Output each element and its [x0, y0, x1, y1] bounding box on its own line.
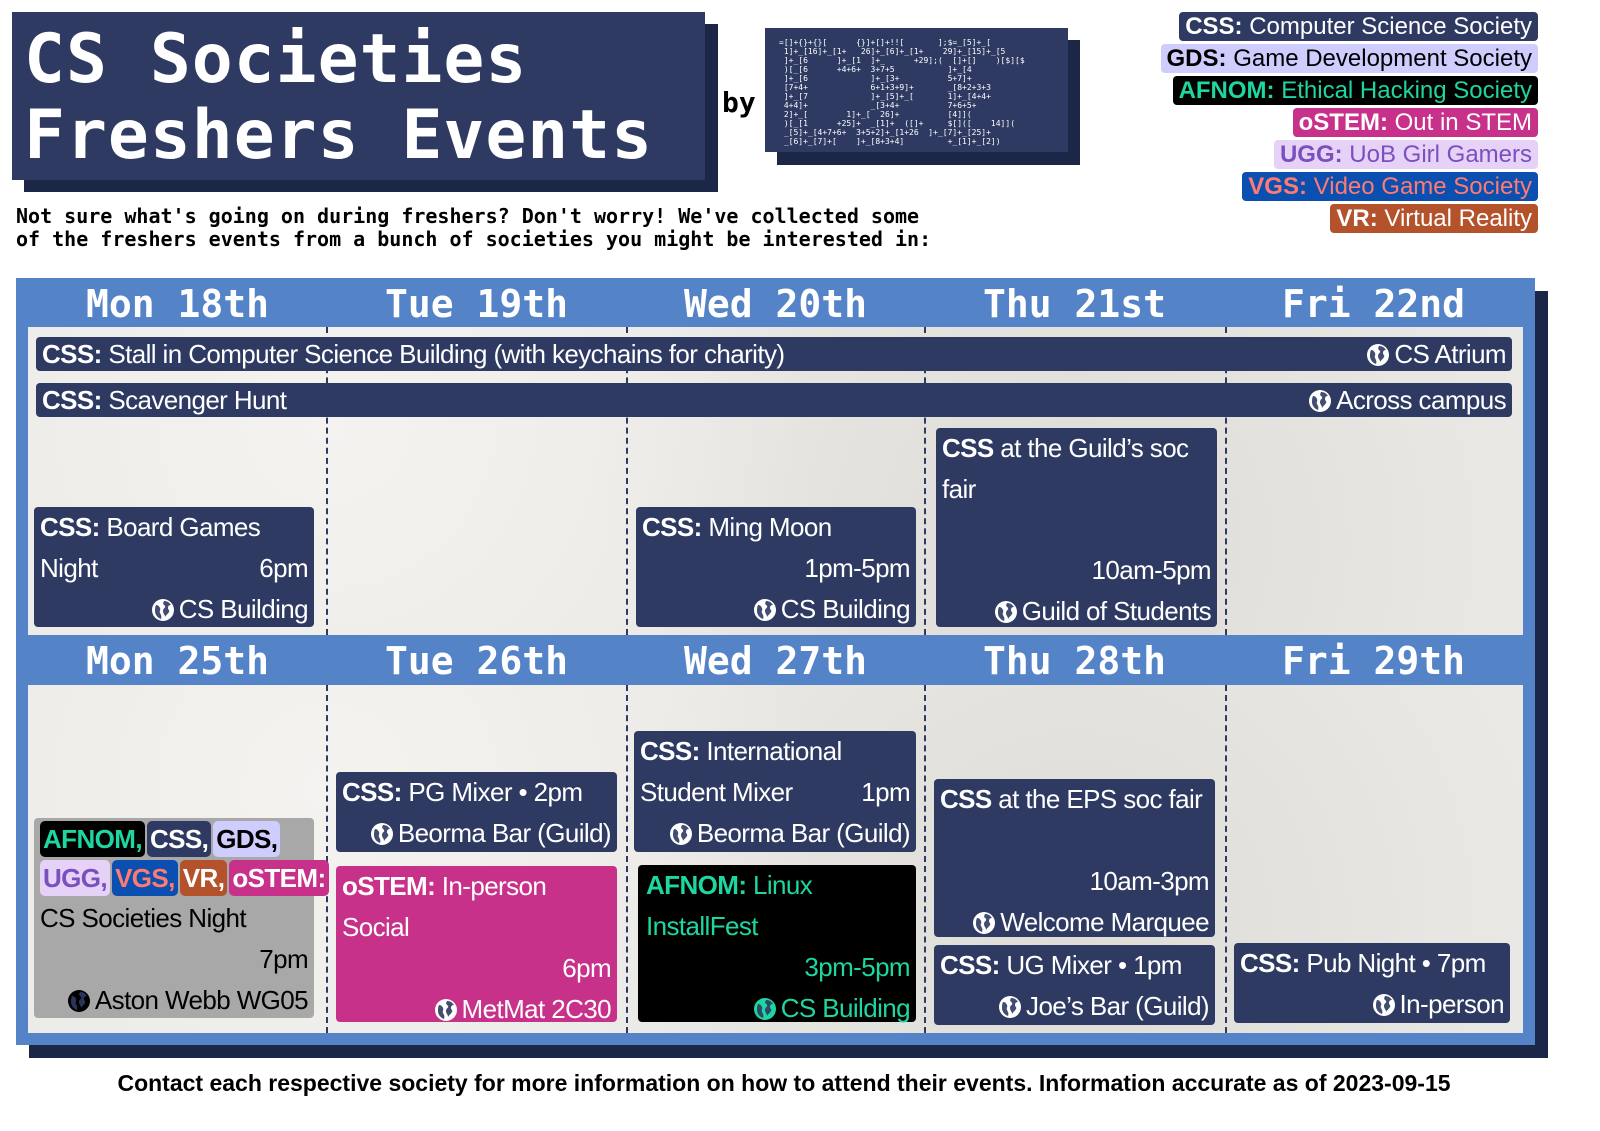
society-legend: CSS: Computer Science Society GDS: Game …: [1160, 12, 1538, 233]
globe-icon: [1308, 389, 1332, 413]
legend-ugg: UGG: UoB Girl Gamers: [1273, 140, 1538, 169]
legend-css: CSS: Computer Science Society: [1179, 12, 1538, 41]
day-header: Fri 29th: [1281, 639, 1466, 683]
event-pub-night[interactable]: CSS: Pub Night • 7pm In-person: [1234, 943, 1510, 1023]
globe-icon: [753, 598, 777, 622]
week1-header: Mon 18th Tue 19th Wed 20th Thu 21st Fri 22nd: [28, 280, 1523, 328]
globe-icon: [1372, 993, 1396, 1017]
globe-icon: [1366, 343, 1390, 367]
footer-note: Contact each respective society for more…: [117, 1070, 1451, 1096]
event-pg-mixer[interactable]: CSS: PG Mixer • 2pm Beorma Bar (Guild): [336, 772, 617, 852]
globe-icon: [434, 998, 458, 1022]
globe-icon: [994, 600, 1018, 624]
week2-header: Mon 25th Tue 26th Wed 27th Thu 28th Fri 29th: [28, 637, 1523, 685]
legend-afnom: AFNOM: Ethical Hacking Society: [1172, 76, 1538, 105]
event-ming-moon[interactable]: CSS: Ming Moon 1pm-5pm CS Building: [636, 507, 916, 627]
globe-icon: [972, 911, 996, 935]
globe-icon: [669, 822, 693, 846]
day-header: Tue 19th: [384, 282, 569, 326]
day-header: Mon 25th: [85, 639, 270, 683]
event-scavenger-hunt[interactable]: CSS: Scavenger Hunt Across campus: [36, 383, 1512, 417]
day-header: Fri 22nd: [1281, 282, 1466, 326]
event-international-mixer[interactable]: CSS: International Student Mixer 1pm Beor…: [634, 731, 916, 852]
event-linux-installfest[interactable]: AFNOM: Linux InstallFest 3pm-5pm CS Buil…: [638, 865, 916, 1023]
event-stall[interactable]: CSS: Stall in Computer Science Building …: [36, 337, 1512, 371]
globe-icon: [753, 997, 777, 1021]
event-guild-soc-fair[interactable]: CSS at the Guild’s soc fair 10am-5pm Gui…: [936, 428, 1217, 627]
day-header: Thu 21st: [982, 282, 1167, 326]
legend-vr: VR: Virtual Reality: [1330, 204, 1538, 233]
event-ug-mixer[interactable]: CSS: UG Mixer • 1pm Joe’s Bar (Guild): [934, 945, 1215, 1025]
event-eps-soc-fair[interactable]: CSS at the EPS soc fair 10am-3pm Welcome…: [934, 779, 1215, 937]
day-header: Wed 27th: [683, 639, 868, 683]
globe-icon: [151, 598, 175, 622]
globe-icon: [67, 989, 91, 1013]
day-header: Thu 28th: [982, 639, 1167, 683]
css-logo: =[]+{}+{}[ {}]+[]+!![ ];$=_[5]+_[ 1]+_[1…: [765, 28, 1068, 152]
legend-ostem: oSTEM: Out in STEM: [1292, 108, 1538, 137]
day-header: Tue 26th: [384, 639, 569, 683]
intro-text: Not sure what's going on during freshers…: [16, 204, 932, 251]
globe-icon: [370, 822, 394, 846]
legend-gds: GDS: Game Development Society: [1160, 44, 1538, 73]
day-header: Mon 18th: [85, 282, 270, 326]
page-title: CS Societies Freshers Events: [12, 12, 705, 180]
event-board-games[interactable]: CSS: Board Games Night 6pm CS Building: [34, 507, 314, 627]
by-label: by: [722, 86, 756, 119]
globe-icon: [998, 995, 1022, 1019]
day-header: Wed 20th: [683, 282, 868, 326]
event-ostem-social[interactable]: oSTEM: In-person Social 6pm MetMat 2C30: [336, 866, 617, 1024]
legend-vgs: VGS: Video Game Society: [1242, 172, 1538, 201]
event-cs-societies-night[interactable]: AFNOM, CSS, GDS, UGG, VGS, VR, oSTEM: CS Soci…: [34, 818, 329, 1018]
